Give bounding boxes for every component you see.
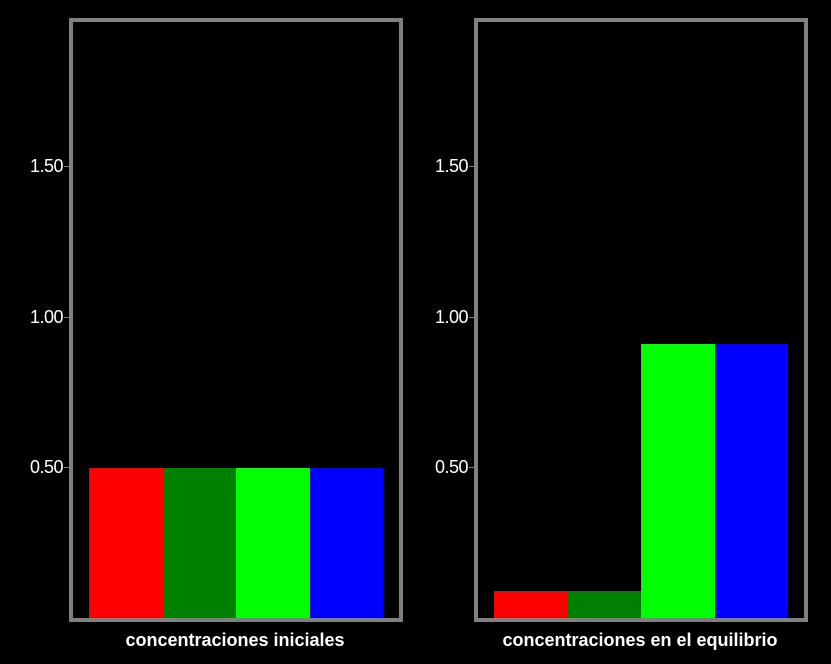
plot-area [69, 18, 403, 622]
y-tick: 0.50 [0, 457, 69, 477]
y-tick-label: 1.50 [434, 156, 469, 177]
y-tick: 0.50 [405, 457, 474, 477]
bars-container [89, 22, 383, 618]
bar-1 [89, 467, 163, 618]
y-tick-mark [64, 166, 69, 168]
y-tick: 1.50 [0, 156, 69, 176]
y-tick: 1.00 [0, 307, 69, 327]
x-axis-label: concentraciones iniciales [125, 630, 345, 650]
plot-area [474, 18, 808, 622]
bar-4 [309, 467, 383, 618]
y-tick-label: 1.00 [434, 306, 469, 327]
bar-3 [236, 467, 310, 618]
y-tick-label: 0.50 [434, 457, 469, 478]
y-tick-label: 1.50 [29, 156, 64, 177]
y-tick-mark [469, 467, 474, 469]
y-tick: 1.50 [405, 156, 474, 176]
equilibrium-concentrations-chart: 0.50 1.00 1.50 concentraciones en el equil… [405, 0, 831, 664]
y-tick-mark [64, 316, 69, 318]
y-tick: 1.00 [405, 307, 474, 327]
y-tick-label: 0.50 [29, 457, 64, 478]
bar-3 [641, 344, 715, 618]
bar-2 [567, 590, 641, 618]
bar-1 [494, 590, 568, 618]
x-axis-label: concentraciones en el equilibrio [502, 630, 778, 650]
y-tick-mark [469, 316, 474, 318]
initial-concentrations-chart: 0.50 1.00 1.50 concentraciones iniciales [0, 0, 410, 664]
bar-2 [162, 467, 236, 618]
y-tick-mark [64, 467, 69, 469]
y-tick-label: 1.00 [29, 306, 64, 327]
bars-container [494, 22, 788, 618]
y-tick-mark [469, 166, 474, 168]
bar-4 [714, 344, 788, 618]
